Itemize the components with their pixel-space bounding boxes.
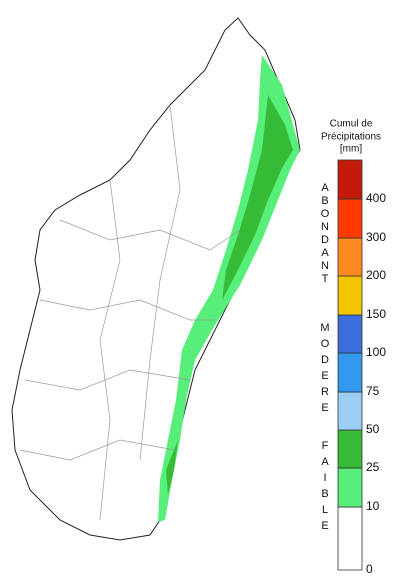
district-lines [19, 104, 241, 521]
legend-tick-label: 150 [366, 307, 386, 321]
legend-tick-label: 0 [366, 562, 373, 576]
island-outline [11, 17, 301, 541]
legend-tick-label: 75 [366, 384, 380, 398]
legend-bin [337, 467, 363, 508]
legend-bin [337, 237, 363, 277]
legend-bin [337, 391, 363, 431]
legend-bin [337, 506, 363, 571]
legend-tick-label: 200 [366, 268, 386, 282]
legend-bin [337, 198, 363, 239]
legend-bin [337, 314, 363, 354]
legend-tick-label: 300 [366, 230, 386, 244]
legend-bin [337, 159, 363, 200]
legend-title: Précipitations [321, 132, 381, 143]
legend-bin [337, 429, 363, 469]
group-label: MODERE [319, 322, 331, 418]
group-label: FAIBLE [319, 440, 331, 536]
legend-tick-label: 50 [366, 422, 380, 436]
legend-tick-label: 25 [366, 460, 380, 474]
legend-tick-label: 400 [366, 191, 386, 205]
legend-tick-label: 10 [366, 499, 380, 513]
legend-title: Cumul de [330, 119, 373, 130]
group-label: ABONDANT [319, 182, 331, 286]
legend-bin [337, 275, 363, 316]
legend-title: [mm] [340, 144, 362, 155]
legend-bin [337, 352, 363, 393]
rain-moderate [166, 95, 293, 495]
legend-tick-label: 100 [366, 345, 386, 359]
